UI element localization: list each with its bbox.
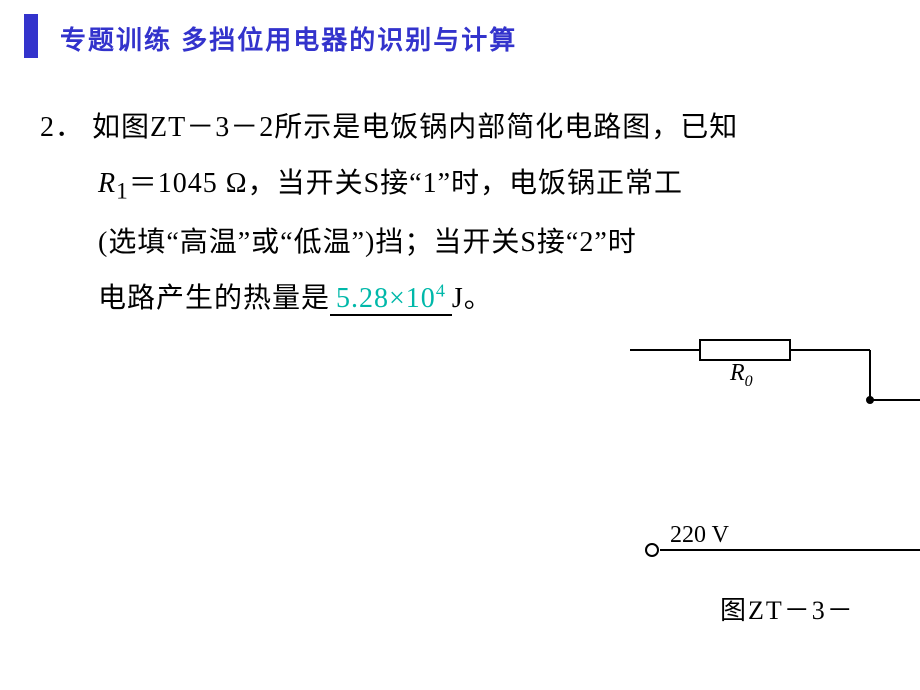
question-number: 2． [40, 100, 92, 156]
question-line-2: R1＝1045 Ω，当开关S接“1”时，电饭锅正常工 [40, 156, 910, 215]
r1-symbol: R1 [98, 168, 129, 199]
answer-blank: 5.28×104 [330, 283, 452, 316]
r0-label: R0 [729, 360, 753, 390]
question-line-1: 2．如图ZT－3－2所示是电饭锅内部简化电路图，已知 [40, 100, 910, 156]
text-line-3: (选填“高温”或“低温”)挡；当开关S接“2”时 [98, 227, 637, 258]
text-line-2: ＝1045 Ω，当开关S接“1”时，电饭锅正常工 [129, 168, 683, 199]
text-line-4a: 电路产生的热量是 [98, 283, 330, 314]
question-line-4: 电路产生的热量是5.28×104J。 [40, 271, 910, 327]
voltage-label: 220 V [670, 522, 730, 548]
accent-bar [24, 14, 38, 58]
page-title: 专题训练 多挡位用电器的识别与计算 [60, 20, 517, 57]
circuit-diagram: R0 220 V [630, 330, 920, 590]
text-line-1: 如图ZT－3－2所示是电饭锅内部简化电路图，已知 [92, 112, 738, 143]
figure-caption: 图ZT－3－ [720, 590, 855, 627]
question-body: 2．如图ZT－3－2所示是电饭锅内部简化电路图，已知 R1＝1045 Ω，当开关… [40, 100, 910, 327]
text-line-4b: J。 [452, 283, 493, 314]
question-line-3: (选填“高温”或“低温”)挡；当开关S接“2”时 [40, 215, 910, 271]
